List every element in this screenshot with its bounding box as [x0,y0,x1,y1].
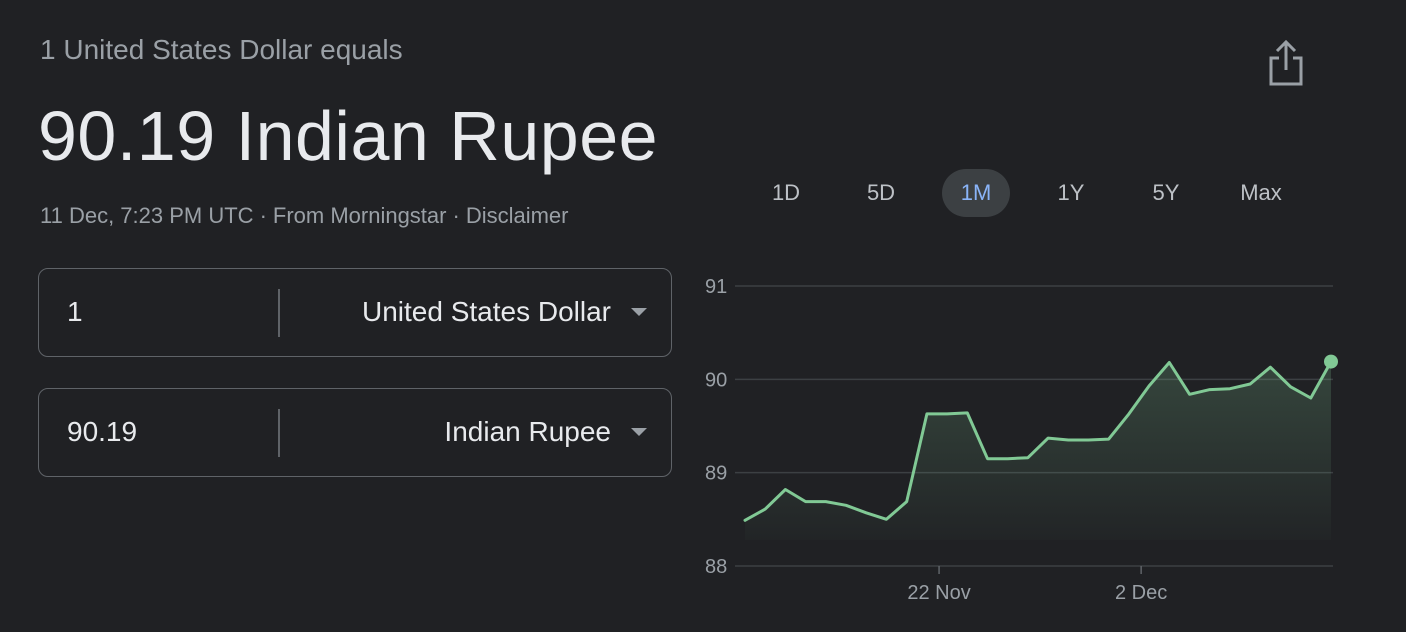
separator: · [452,203,460,228]
to-currency-row: Indian Rupee [38,388,672,477]
y-tick-label: 89 [705,463,727,485]
chevron-down-icon [631,428,647,436]
conversion-subtitle: 1 United States Dollar equals [40,34,403,65]
from-amount-input[interactable] [67,291,267,333]
from-currency-label: United States Dollar [361,296,611,327]
tab-1d[interactable]: 1D [771,180,801,205]
separator: · [259,203,267,228]
divider [278,409,280,457]
tab-1m[interactable]: 1M [942,169,1010,217]
disclaimer-link[interactable]: Disclaimer [465,203,569,228]
exchange-rate-chart: 91 90 89 88 22 Nov 2 Dec [705,276,1338,604]
from-currency-row: United States Dollar [38,268,672,357]
series-area [745,361,1331,540]
y-tick-label: 90 [705,369,727,391]
from-currency-select[interactable]: United States Dollar [362,269,647,355]
conversion-result: 90.19 Indian Rupee [38,97,659,175]
share-icon[interactable] [1262,38,1310,90]
tab-5y[interactable]: 5Y [1152,180,1180,205]
timestamp: 11 Dec, 7:23 PM UTC [40,203,254,228]
series-line [743,360,1333,522]
to-currency-select[interactable]: Indian Rupee [444,389,647,475]
y-tick-label: 88 [705,556,727,578]
y-tick-label: 91 [705,276,727,298]
x-tick-label: 22 Nov [907,582,970,604]
latest-data-point[interactable] [1324,354,1338,369]
to-amount-input[interactable] [67,411,267,453]
tab-max[interactable]: Max [1240,180,1282,205]
source-label: From Morningstar [272,203,447,228]
chevron-down-icon [631,308,647,316]
x-tick-label: 2 Dec [1115,582,1167,604]
meta-line: 11 Dec, 7:23 PM UTC · From Morningstar · Dis… [40,203,569,229]
to-currency-label: Indian Rupee [444,416,611,447]
tab-1y[interactable]: 1Y [1057,180,1085,205]
divider [278,289,280,337]
tab-5d[interactable]: 5D [866,180,896,205]
